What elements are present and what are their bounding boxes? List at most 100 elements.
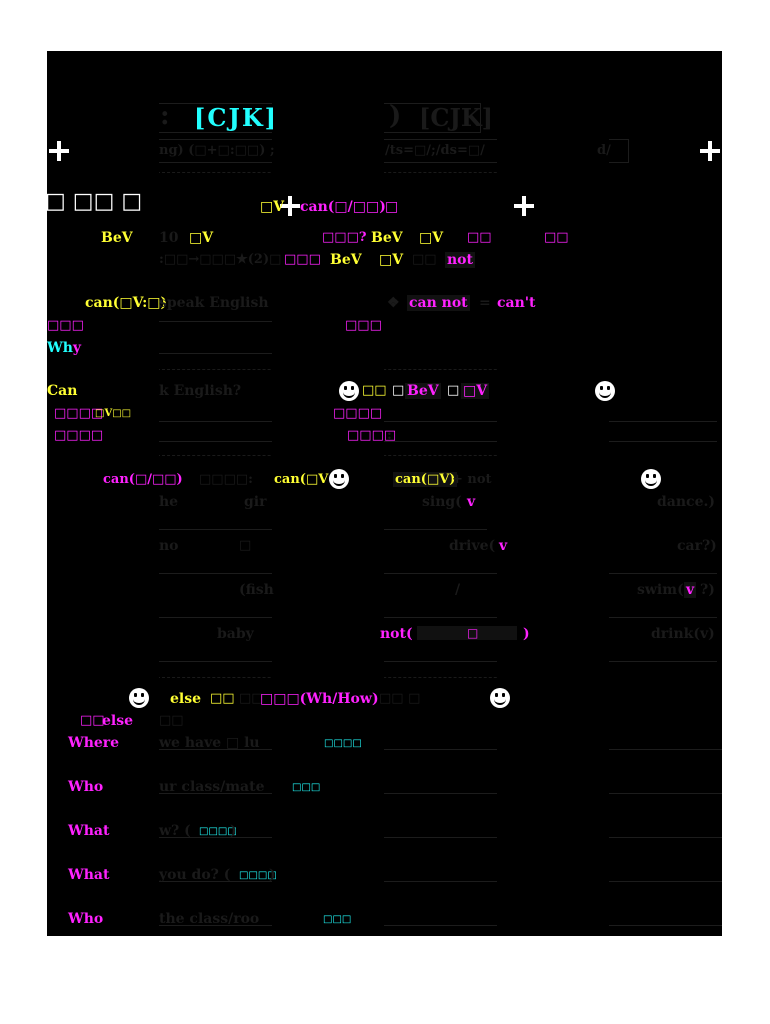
v-label: □V: [189, 230, 214, 246]
magenta-small: □□□□: [54, 428, 104, 443]
subtitle-right: /ts=□/;/ds=□/: [385, 143, 485, 158]
not-label: not: [445, 252, 475, 268]
section1-heading-v: □V: [260, 199, 285, 215]
v-label: □V: [419, 230, 444, 246]
bev-label: BeV: [405, 383, 441, 399]
subtitle-left: ng) (□+□:□□) ;: [159, 143, 275, 158]
question-text: ur class/mate: [159, 779, 265, 795]
question-paren: ): [269, 867, 276, 883]
can-label: can(□V:□): [85, 295, 168, 311]
v-label: □V: [379, 252, 404, 268]
exercise1-noun: gir: [244, 494, 267, 510]
answer-line: [157, 661, 717, 662]
question-note: □□□: [323, 914, 352, 925]
exercise3-noun: (fish: [239, 582, 274, 598]
question-word: Who: [68, 779, 104, 795]
smiley-icon: [595, 381, 615, 401]
row2-note: :□□→□□□★(2)□: [159, 252, 282, 267]
section1-heading-end: □: [385, 199, 399, 215]
question-paren: ): [230, 823, 237, 839]
smiley-icon: [339, 381, 359, 401]
row1-tag: □□: [544, 230, 569, 245]
row2-tag: □□□: [284, 252, 321, 267]
question-note: □□□: [292, 782, 321, 793]
can-question: Can: [47, 383, 78, 399]
magenta-small: □□□□: [333, 406, 383, 421]
cant-label: can't: [497, 295, 536, 311]
sub-tag: □□: [80, 713, 105, 728]
question-note: □□□□: [199, 826, 237, 837]
plus-icon: [49, 141, 69, 161]
magenta-small: □□□□: [347, 428, 397, 443]
else-label: else: [170, 691, 202, 707]
answer-line: [157, 793, 722, 794]
bev-label: BeV: [101, 230, 133, 246]
sub-tag: □□: [159, 713, 184, 728]
bev-tag: □: [392, 383, 405, 398]
title-prefix: :: [160, 101, 170, 131]
question-word: What: [68, 867, 110, 883]
question-word: What: [68, 823, 110, 839]
magenta-small-v: □V□□: [95, 408, 132, 419]
can-not-label: can not: [407, 295, 470, 311]
redaction-band: [497, 51, 609, 936]
answer-line: [157, 441, 717, 442]
exercise4-noun: baby: [217, 626, 254, 642]
title-tail: [CJK]: [419, 103, 494, 132]
exercise4-tag: □: [467, 626, 479, 640]
question-word: Who: [68, 911, 104, 927]
smiley-icon: [129, 688, 149, 708]
row1-number: 10: [159, 230, 179, 246]
question-note: □□□□: [239, 870, 277, 881]
magenta-small: □□□□: [54, 406, 104, 421]
else-tag: □□ □: [379, 691, 421, 706]
exercise3-verb: swim(: [637, 582, 684, 598]
exercise2-v: v: [499, 538, 508, 554]
exercise4-paren: ): [523, 626, 530, 642]
title-cyan: [CJK]: [194, 103, 279, 132]
answer-line: [157, 353, 382, 354]
exercise1-end: dance.): [657, 494, 715, 510]
exercise1-subject: he: [159, 494, 179, 510]
answer-line: [157, 421, 717, 422]
bev-label: BeV: [330, 252, 362, 268]
bev-tag: □□: [362, 383, 387, 398]
section2-can-v: can(□V: [274, 472, 329, 487]
section2-can-v: can(□V): [393, 472, 458, 487]
exercise4-end: drink(v): [651, 626, 715, 642]
exercise4-blank: [417, 626, 517, 640]
section2-heading: □□□□:: [199, 472, 253, 487]
magenta-label: □□□: [345, 318, 382, 333]
question-word: Where: [68, 735, 120, 751]
answer-line: [157, 321, 382, 322]
plus-icon: [514, 196, 534, 216]
question-text: we have □ lu: [159, 735, 260, 751]
section2-plus-not: + not: [452, 472, 492, 487]
exercise3-slash: /: [455, 582, 461, 598]
v-label: □V: [461, 383, 490, 399]
why-label: Why: [47, 340, 82, 356]
exercise3-v: v: [684, 582, 697, 598]
question-text: w? (: [159, 823, 191, 839]
section2-can-label: can(□/□□): [103, 472, 183, 487]
question-text: the class/roo: [159, 911, 260, 927]
sub-else: else: [102, 713, 134, 729]
rule-bullet: ❖: [387, 295, 400, 311]
rule-equals: =: [479, 295, 491, 311]
can-speak-text: speak English: [159, 295, 269, 311]
else-tag: □□: [210, 691, 235, 706]
else-tag: □□: [239, 691, 264, 706]
section-marker: □ □□ □: [47, 189, 143, 214]
exercise2-subject: no: [159, 538, 179, 554]
smiley-icon: [641, 469, 661, 489]
question-note: □□□□: [324, 738, 362, 749]
smiley-icon: [490, 688, 510, 708]
exercise2-tag: □: [239, 538, 252, 553]
row2-tag: □□: [412, 252, 437, 267]
can-question-rest: k English?: [159, 383, 242, 399]
redaction-band: [272, 51, 384, 936]
answer-line: [157, 925, 722, 926]
wh-how-label: □□□(Wh/How): [260, 691, 379, 707]
answer-line: [157, 837, 722, 838]
smiley-icon: [329, 469, 349, 489]
